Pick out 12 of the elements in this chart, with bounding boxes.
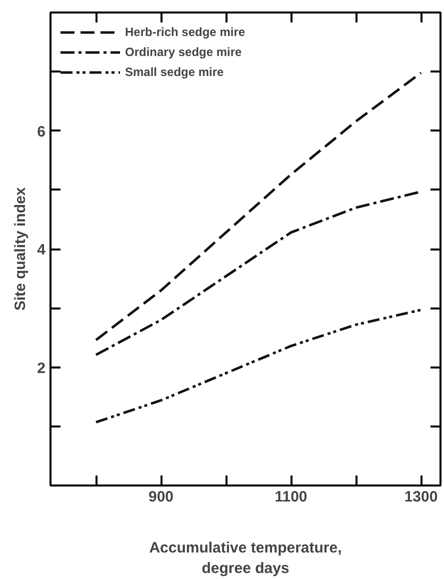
legend-label: Herb-rich sedge mire xyxy=(125,25,246,39)
x-axis-title: Accumulative temperature, degree days xyxy=(149,540,342,577)
legend-label: Ordinary sedge mire xyxy=(125,45,242,59)
y-tick-label: 6 xyxy=(37,123,46,140)
x-tick-label: 1300 xyxy=(404,488,438,506)
x-tick-label: 1100 xyxy=(274,488,308,506)
legend-label: Small sedge mire xyxy=(125,65,224,79)
y-axis-title: Site quality index xyxy=(12,186,30,311)
y-tick-label: 4 xyxy=(37,242,46,258)
line-series xyxy=(94,308,422,424)
y-tick-label: 2 xyxy=(37,360,46,377)
x-tick-label: 900 xyxy=(148,488,174,506)
